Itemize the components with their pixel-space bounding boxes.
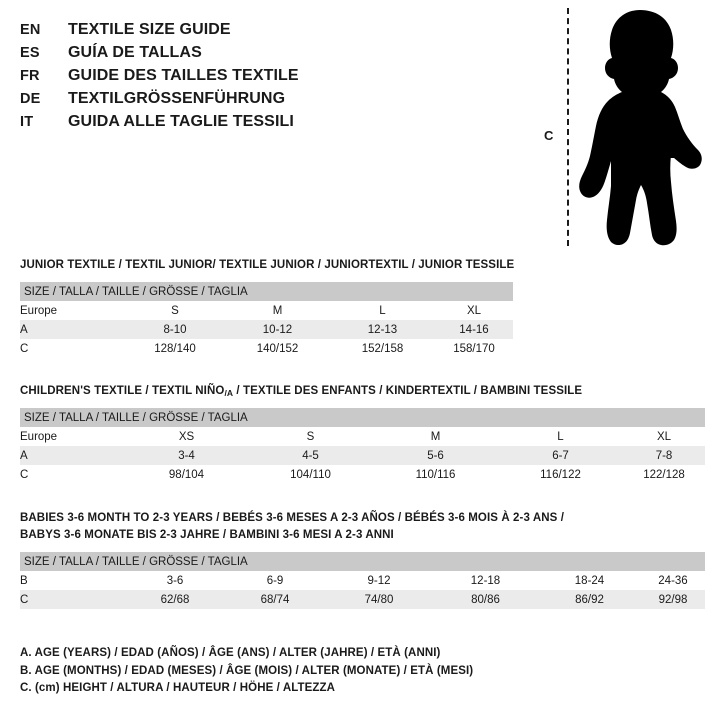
junior-size-table: SIZE / TALLA / TAILLE / GRÖSSE / TAGLIA … [20, 282, 513, 358]
language-row: IT GUIDA ALLE TAGLIE TESSILI [20, 113, 520, 136]
section-title-pre: CHILDREN'S TEXTILE / TEXTIL NIÑO [20, 385, 225, 397]
table-cell: 3-6 [125, 571, 225, 590]
table-cell: 104/110 [248, 465, 373, 484]
language-title: GUIDE DES TAILLES TEXTILE [68, 67, 299, 84]
table-cell: 62/68 [125, 590, 225, 609]
table-cell: 12-18 [433, 571, 538, 590]
language-code: DE [20, 91, 41, 107]
language-row: DE TEXTILGRÖSSENFÜHRUNG [20, 90, 520, 113]
table-row: Europe XS S M L XL [20, 427, 705, 446]
table-row: C 62/68 68/74 74/80 80/86 86/92 92/98 [20, 590, 705, 609]
section-title: CHILDREN'S TEXTILE / TEXTIL NIÑO/A / TEX… [20, 383, 705, 400]
language-code: EN [20, 22, 41, 38]
language-title: TEXTILE SIZE GUIDE [68, 21, 231, 38]
table-cell: 98/104 [125, 465, 248, 484]
table-cell: 80/86 [433, 590, 538, 609]
language-title: GUIDA ALLE TAGLIE TESSILI [68, 113, 294, 130]
language-row: FR GUIDE DES TAILLES TEXTILE [20, 67, 520, 90]
language-row: ES GUÍA DE TALLAS [20, 44, 520, 67]
table-cell: 140/152 [225, 339, 330, 358]
table-cell: XL [623, 427, 705, 446]
row-label: A [20, 446, 125, 465]
table-cell: L [498, 427, 623, 446]
language-row: EN TEXTILE SIZE GUIDE [20, 21, 520, 44]
table-cell: 6-7 [498, 446, 623, 465]
section-childrens-textile: CHILDREN'S TEXTILE / TEXTIL NIÑO/A / TEX… [20, 383, 705, 484]
table-cell: L [330, 301, 435, 320]
section-title-line2: BABYS 3-6 MONATE BIS 2-3 JAHRE / BAMBINI… [20, 529, 394, 541]
row-label: A [20, 320, 125, 339]
height-diagram: C [530, 0, 720, 250]
section-title: JUNIOR TEXTILE / TEXTIL JUNIOR/ TEXTILE … [20, 259, 515, 271]
table-cell: 116/122 [498, 465, 623, 484]
table-cell: 152/158 [330, 339, 435, 358]
row-label: B [20, 571, 125, 590]
language-title-block: EN TEXTILE SIZE GUIDE ES GUÍA DE TALLAS … [20, 21, 520, 136]
section-junior-textile: JUNIOR TEXTILE / TEXTIL JUNIOR/ TEXTILE … [20, 257, 514, 358]
table-cell: M [373, 427, 498, 446]
table-cell: 7-8 [623, 446, 705, 465]
table-cell: 86/92 [538, 590, 641, 609]
legend-line-c: C. (cm) HEIGHT / ALTURA / HAUTEUR / HÖHE… [20, 682, 336, 694]
table-header-label: SIZE / TALLA / TAILLE / GRÖSSE / TAGLIA [20, 552, 705, 571]
section-title-line1: BABIES 3-6 MONTH TO 2-3 YEARS / BEBÉS 3-… [20, 512, 564, 524]
language-title: TEXTILGRÖSSENFÜHRUNG [68, 90, 286, 107]
table-cell: S [248, 427, 373, 446]
table-cell: 14-16 [435, 320, 513, 339]
row-label: Europe [20, 427, 125, 446]
table-cell: 10-12 [225, 320, 330, 339]
row-label: Europe [20, 301, 125, 320]
table-header-row: SIZE / TALLA / TAILLE / GRÖSSE / TAGLIA [20, 552, 705, 571]
row-label: C [20, 590, 125, 609]
table-cell: 9-12 [325, 571, 433, 590]
table-cell: XL [435, 301, 513, 320]
children-size-table: SIZE / TALLA / TAILLE / GRÖSSE / TAGLIA … [20, 408, 705, 484]
legend-line-b: B. AGE (MONTHS) / EDAD (MESES) / ÂGE (MO… [20, 664, 474, 677]
table-cell: 5-6 [373, 446, 498, 465]
table-cell: 68/74 [225, 590, 325, 609]
table-cell: 110/116 [373, 465, 498, 484]
height-axis-label: C [544, 128, 554, 143]
language-code: IT [20, 114, 34, 130]
section-title-subscript: /A [224, 388, 234, 398]
table-cell: 3-4 [125, 446, 248, 465]
table-cell: 74/80 [325, 590, 433, 609]
table-cell: 8-10 [125, 320, 225, 339]
table-row: C 128/140 140/152 152/158 158/170 [20, 339, 513, 358]
table-cell: 92/98 [641, 590, 705, 609]
legend-line-a: A. AGE (YEARS) / EDAD (AÑOS) / ÂGE (ANS)… [20, 647, 441, 659]
table-cell: 122/128 [623, 465, 705, 484]
table-cell: 24-36 [641, 571, 705, 590]
legend-block: A. AGE (YEARS) / EDAD (AÑOS) / ÂGE (ANS)… [20, 645, 473, 698]
table-row: Europe S M L XL [20, 301, 513, 320]
table-cell: XS [125, 427, 248, 446]
height-guide-line [567, 8, 569, 246]
table-cell: M [225, 301, 330, 320]
section-babies-textile: BABIES 3-6 MONTH TO 2-3 YEARS / BEBÉS 3-… [20, 510, 705, 609]
table-cell: 158/170 [435, 339, 513, 358]
language-code: FR [20, 68, 40, 84]
table-header-row: SIZE / TALLA / TAILLE / GRÖSSE / TAGLIA [20, 282, 513, 301]
table-cell: 6-9 [225, 571, 325, 590]
babies-size-table: SIZE / TALLA / TAILLE / GRÖSSE / TAGLIA … [20, 552, 705, 609]
language-code: ES [20, 45, 40, 61]
table-header-label: SIZE / TALLA / TAILLE / GRÖSSE / TAGLIA [20, 282, 513, 301]
row-label: C [20, 339, 125, 358]
table-row: B 3-6 6-9 9-12 12-18 18-24 24-36 [20, 571, 705, 590]
table-row: C 98/104 104/110 110/116 116/122 122/128 [20, 465, 705, 484]
row-label: C [20, 465, 125, 484]
section-title-post: / TEXTILE DES ENFANTS / KINDERTEXTIL / B… [233, 385, 583, 397]
table-cell: 18-24 [538, 571, 641, 590]
table-cell: 128/140 [125, 339, 225, 358]
table-row: A 3-4 4-5 5-6 6-7 7-8 [20, 446, 705, 465]
table-row: A 8-10 10-12 12-13 14-16 [20, 320, 513, 339]
table-cell: S [125, 301, 225, 320]
language-title: GUÍA DE TALLAS [68, 44, 202, 61]
table-cell: 12-13 [330, 320, 435, 339]
table-cell: 4-5 [248, 446, 373, 465]
table-header-label: SIZE / TALLA / TAILLE / GRÖSSE / TAGLIA [20, 408, 705, 427]
toddler-silhouette-icon [579, 10, 702, 246]
table-header-row: SIZE / TALLA / TAILLE / GRÖSSE / TAGLIA [20, 408, 705, 427]
